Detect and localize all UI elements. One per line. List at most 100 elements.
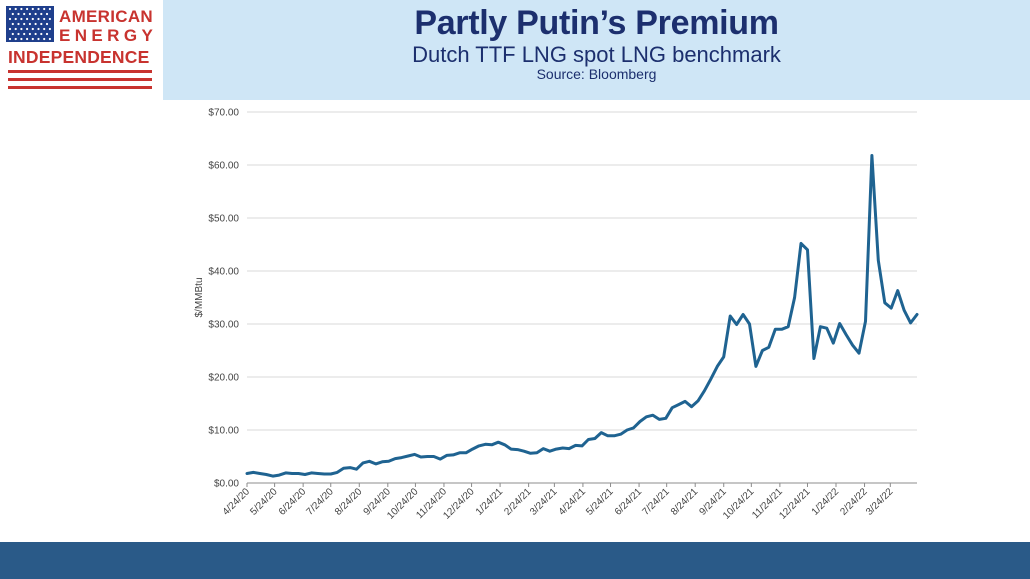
x-tick-label: 5/24/20 [248, 486, 280, 518]
flag-star [43, 17, 46, 21]
flag-star [20, 37, 23, 41]
flag-star [43, 7, 46, 11]
x-tick-label: 8/24/21 [669, 486, 701, 518]
page-subtitle: Dutch TTF LNG spot LNG benchmark [412, 42, 781, 67]
flag-star [14, 27, 17, 31]
x-tick-label: 5/24/21 [584, 486, 616, 518]
flag-star [8, 27, 12, 31]
header-banner: AMERICAN ENERGY INDEPENDENCE Partly Puti… [0, 0, 1030, 100]
x-tick-label: 6/24/21 [613, 486, 645, 518]
flag-star [48, 37, 52, 41]
x-tick-label: 2/24/21 [502, 486, 534, 518]
x-tick-label: 10/24/21 [721, 486, 757, 522]
flag-star [37, 17, 40, 21]
flag-star [31, 17, 34, 21]
flag-star [8, 17, 12, 21]
source-note: Source: Bloomberg [536, 66, 657, 82]
x-tick-label: 12/24/21 [777, 486, 813, 522]
flag-star [45, 22, 49, 26]
y-tick-label: $0.00 [214, 479, 239, 490]
x-tick-label: 4/24/21 [557, 486, 589, 518]
flag-star [34, 12, 37, 16]
flag-star [14, 37, 17, 41]
flag-star [40, 12, 43, 16]
x-tick-label: 6/24/20 [277, 486, 309, 518]
flag-star [43, 27, 46, 31]
x-tick-label: 7/24/21 [640, 486, 672, 518]
x-tick-label: 1/24/22 [810, 486, 842, 518]
flag-star [23, 32, 26, 36]
x-tick-label: 12/24/20 [441, 486, 477, 522]
x-tick-label: 3/24/22 [864, 486, 896, 518]
x-tick-label: 8/24/20 [333, 486, 365, 518]
flag-star [40, 22, 43, 26]
flag-star [14, 17, 17, 21]
x-tick-label: 3/24/21 [528, 486, 560, 518]
flag-star [48, 27, 52, 31]
flag-star [11, 12, 14, 16]
footer-bar [0, 542, 1030, 579]
flag-star [31, 7, 34, 11]
chart-gridlines [247, 111, 917, 431]
flag-star [17, 12, 20, 16]
flag-star [34, 32, 37, 36]
logo-text-american: AMERICAN [59, 7, 154, 26]
flag-star [20, 7, 23, 11]
flag-star [31, 37, 34, 41]
flag-star [26, 7, 29, 11]
logo-stripe [8, 86, 152, 89]
flag-star [11, 32, 14, 36]
y-tick-label: $30.00 [208, 320, 239, 331]
flag-star [43, 37, 46, 41]
series-line-ttf [245, 154, 919, 478]
y-tick-label: $10.00 [208, 426, 239, 437]
flag-star [23, 22, 26, 26]
y-tick-label: $60.00 [208, 161, 239, 172]
flag-star [28, 32, 31, 36]
flag-star [31, 27, 34, 31]
flag-star [45, 32, 49, 36]
x-tick-label: 1/24/21 [474, 486, 506, 518]
flag-star [34, 22, 37, 26]
logo-stripe [8, 78, 152, 81]
flag-star [37, 27, 40, 31]
flag-star [28, 22, 31, 26]
flag-star [48, 17, 52, 21]
page-title: Partly Putin’s Premium [414, 4, 779, 42]
flag-star [14, 7, 17, 11]
logo-text-energy: ENERGY [59, 26, 158, 45]
x-tick-label: 2/24/22 [838, 486, 870, 518]
flag-star [8, 7, 12, 11]
x-tick-label: 10/24/20 [385, 486, 421, 522]
x-tick-label: 7/24/20 [304, 486, 336, 518]
y-axis-label: $/MMBtu [194, 277, 205, 317]
flag-star [37, 37, 40, 41]
logo-stripe [8, 70, 152, 73]
flag-star [17, 32, 20, 36]
flag-star [37, 7, 40, 11]
flag-star [26, 17, 29, 21]
logo-text-independence: INDEPENDENCE [8, 47, 150, 67]
flag-star [28, 12, 31, 16]
x-tick-label: 4/24/20 [221, 486, 253, 518]
flag-star [48, 7, 52, 11]
logo: AMERICAN ENERGY INDEPENDENCE [0, 0, 163, 100]
flag-star [11, 22, 14, 26]
x-axis-ticks: 4/24/205/24/206/24/207/24/208/24/209/24/… [221, 483, 896, 522]
flag-star [8, 37, 12, 41]
title-block: Partly Putin’s Premium Dutch TTF LNG spo… [163, 0, 1030, 100]
y-tick-label: $40.00 [208, 267, 239, 278]
flag-star [40, 32, 43, 36]
y-tick-label: $20.00 [208, 373, 239, 384]
y-tick-label: $50.00 [208, 214, 239, 225]
flag-star [45, 12, 49, 16]
y-axis-ticks: $0.00 $10.00 $20.00 $30.00 $40.00 $50.00 $60.0… [208, 108, 239, 490]
y-tick-label: $70.00 [208, 108, 239, 119]
flag-star [20, 27, 23, 31]
flag-star [26, 37, 29, 41]
flag-star [23, 12, 26, 16]
flag-star [17, 22, 20, 26]
us-flag-icon [6, 6, 54, 42]
price-line-chart: $0.00 $10.00 $20.00 $30.00 $40.00 $50.00 $60.0… [194, 108, 919, 522]
flag-star [20, 17, 23, 21]
